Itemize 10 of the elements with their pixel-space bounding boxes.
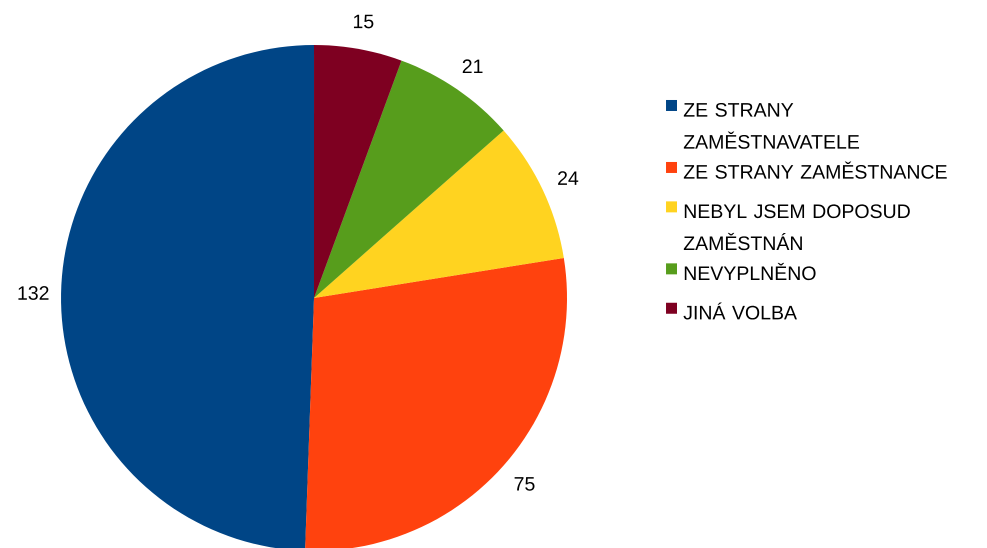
- legend-label: NEVYPLNĚNO: [684, 262, 816, 280]
- legend-label: ZE STRANY ZAMĚSTNANCE: [684, 162, 947, 179]
- data-label: 24: [558, 171, 578, 185]
- data-label: 75: [514, 477, 534, 491]
- legend-label: NEBYL JSEM DOPOSUD ZAMĚSTNÁN: [684, 204, 910, 250]
- data-label: 15: [354, 14, 374, 28]
- data-label: 132: [18, 286, 48, 300]
- legend-label: ZE STRANY ZAMĚSTNAVATELE: [684, 102, 860, 149]
- data-label: 21: [462, 59, 482, 74]
- legend-label: JINÁ VOLBA: [684, 302, 797, 320]
